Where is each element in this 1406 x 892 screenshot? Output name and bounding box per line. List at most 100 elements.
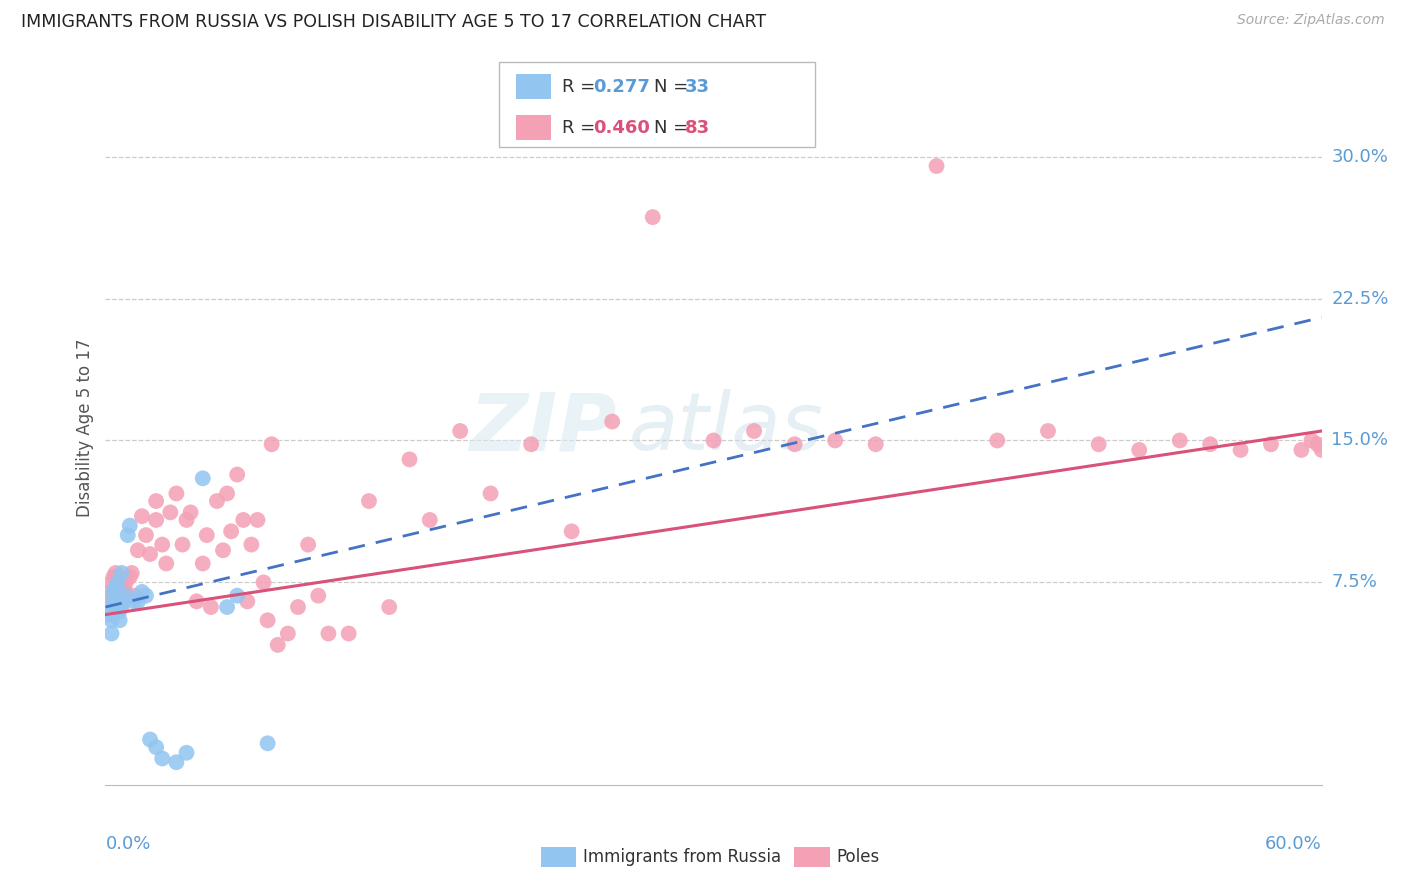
Point — [191, 557, 214, 571]
Point — [117, 528, 139, 542]
Point — [398, 452, 420, 467]
Point — [127, 594, 149, 608]
Point — [104, 594, 127, 608]
Point — [107, 570, 129, 584]
Text: IMMIGRANTS FROM RUSSIA VS POLISH DISABILITY AGE 5 TO 17 CORRELATION CHART: IMMIGRANTS FROM RUSSIA VS POLISH DISABIL… — [21, 13, 766, 31]
Point — [108, 613, 131, 627]
Point — [114, 585, 136, 599]
Point — [217, 486, 239, 500]
Point — [139, 732, 162, 747]
Text: Poles: Poles — [837, 848, 880, 866]
Point — [155, 557, 177, 571]
Point — [108, 604, 131, 618]
Point — [865, 437, 887, 451]
Point — [145, 740, 167, 755]
Point — [117, 589, 139, 603]
Text: 33: 33 — [685, 78, 710, 96]
Point — [246, 513, 269, 527]
Point — [107, 575, 129, 590]
Point — [104, 589, 127, 603]
Point — [111, 566, 134, 580]
Text: 7.5%: 7.5% — [1331, 574, 1378, 591]
Point — [100, 589, 122, 603]
Point — [107, 594, 129, 608]
Text: R =: R = — [562, 119, 602, 136]
Point — [180, 505, 202, 519]
Point — [103, 585, 125, 599]
Point — [98, 600, 121, 615]
Point — [125, 589, 148, 603]
Point — [297, 538, 319, 552]
Point — [561, 524, 583, 539]
Text: 60.0%: 60.0% — [1265, 835, 1322, 853]
Point — [260, 437, 283, 451]
Text: Source: ZipAtlas.com: Source: ZipAtlas.com — [1237, 13, 1385, 28]
Point — [200, 600, 222, 615]
Y-axis label: Disability Age 5 to 17: Disability Age 5 to 17 — [76, 339, 94, 517]
Point — [139, 547, 162, 561]
Point — [252, 575, 274, 590]
Point — [1168, 434, 1191, 448]
Point — [135, 528, 157, 542]
Point — [307, 589, 329, 603]
Point — [217, 600, 239, 615]
Point — [212, 543, 235, 558]
Point — [925, 159, 948, 173]
Point — [176, 746, 198, 760]
Point — [118, 518, 141, 533]
Point — [114, 575, 136, 590]
Text: Immigrants from Russia: Immigrants from Russia — [583, 848, 782, 866]
Point — [986, 434, 1008, 448]
Point — [186, 594, 208, 608]
Point — [419, 513, 441, 527]
Point — [1301, 434, 1323, 448]
Text: 15.0%: 15.0% — [1331, 432, 1388, 450]
Point — [108, 575, 131, 590]
Point — [195, 528, 218, 542]
Point — [232, 513, 254, 527]
Point — [145, 513, 167, 527]
Point — [103, 594, 125, 608]
Text: 22.5%: 22.5% — [1331, 290, 1389, 308]
Point — [226, 467, 249, 482]
Text: N =: N = — [654, 78, 693, 96]
Point — [205, 494, 228, 508]
Point — [449, 424, 471, 438]
Point — [641, 210, 664, 224]
Point — [145, 494, 167, 508]
Point — [114, 589, 136, 603]
Point — [98, 607, 121, 622]
Point — [112, 594, 135, 608]
Point — [479, 486, 502, 500]
Point — [98, 585, 121, 599]
Point — [1087, 437, 1109, 451]
Point — [135, 589, 157, 603]
Point — [378, 600, 401, 615]
Text: 30.0%: 30.0% — [1331, 147, 1388, 166]
Point — [100, 626, 122, 640]
Point — [122, 594, 145, 608]
Point — [256, 736, 278, 750]
Point — [112, 581, 135, 595]
Point — [226, 589, 249, 603]
Point — [131, 509, 153, 524]
Point — [100, 575, 122, 590]
Point — [277, 626, 299, 640]
Text: 0.0%: 0.0% — [105, 835, 150, 853]
Point — [165, 756, 187, 770]
Point — [111, 600, 134, 615]
Point — [104, 604, 127, 618]
Text: 0.277: 0.277 — [593, 78, 650, 96]
Point — [287, 600, 309, 615]
Point — [191, 471, 214, 485]
Point — [165, 486, 187, 500]
Point — [824, 434, 846, 448]
Point — [111, 594, 134, 608]
Point — [100, 613, 122, 627]
Text: ZIP: ZIP — [468, 389, 616, 467]
Point — [1306, 437, 1329, 451]
Point — [103, 607, 125, 622]
Point — [783, 437, 806, 451]
Point — [1291, 442, 1313, 457]
Point — [357, 494, 380, 508]
